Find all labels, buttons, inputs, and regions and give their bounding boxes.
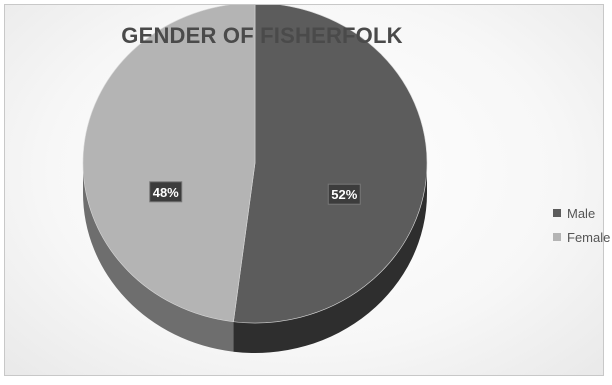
slice-female <box>82 5 256 323</box>
slice-side-male <box>233 163 427 353</box>
chart-title: GENDER OF FISHERFOLK <box>121 23 403 48</box>
data-label-male: 52% <box>331 187 357 202</box>
chart-area: 52% 48% GENDER OF FISHERFOLK Male Female <box>4 4 610 376</box>
legend-item-female: Female <box>553 225 610 249</box>
pie-chart: 52% 48% <box>82 5 428 353</box>
slice-male <box>233 5 428 324</box>
slice-side-female <box>83 163 234 352</box>
legend-item-male: Male <box>553 201 610 225</box>
legend-swatch-female <box>553 233 561 241</box>
data-label-female: 48% <box>153 185 179 200</box>
legend-label-female: Female <box>567 229 611 245</box>
legend: Male Female <box>553 201 610 249</box>
data-label-box-male <box>327 183 361 205</box>
legend-label-male: Male <box>567 205 596 221</box>
data-label-box-female <box>149 181 183 203</box>
legend-swatch-male <box>553 209 561 217</box>
